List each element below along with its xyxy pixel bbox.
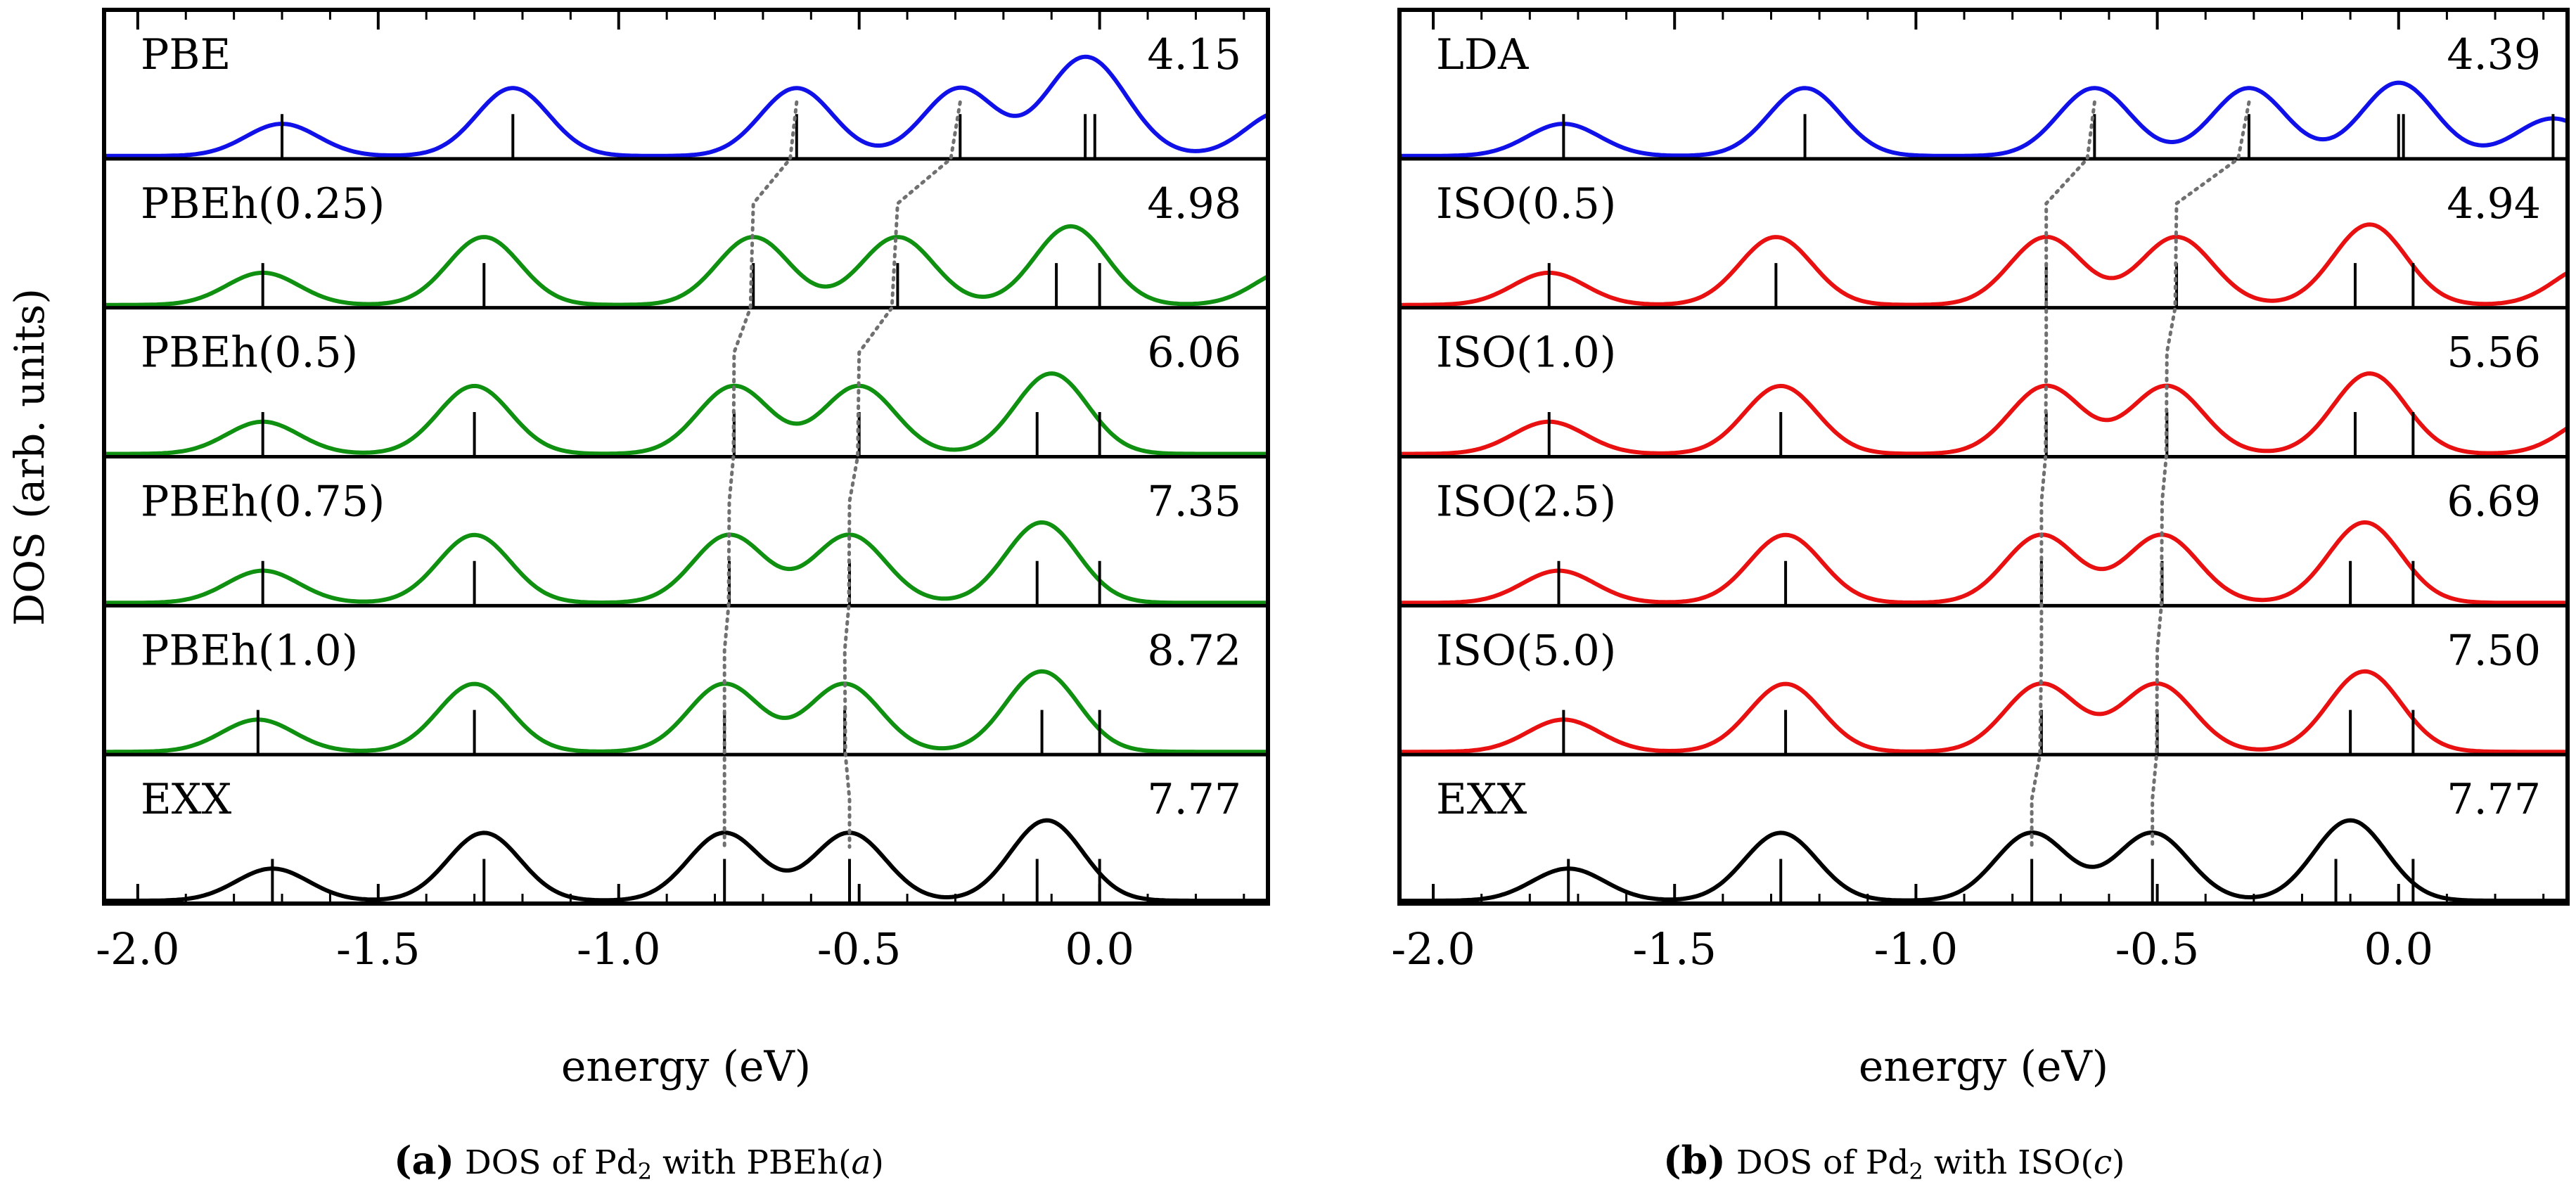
x-tick-label: 0.0 — [2364, 923, 2433, 975]
series-value: 7.35 — [1147, 477, 1241, 527]
panel-b-chart: LDA 4.39 ISO(0.5) 4.94 ISO(1.0) 5.56 ISO(2.5) 6… — [1391, 8, 2570, 1091]
dos-curve-PBEh(0.5) — [104, 371, 1268, 456]
series-value: 7.77 — [1147, 775, 1241, 824]
series-value: 6.06 — [1147, 328, 1241, 378]
dotted-trend-line — [722, 100, 799, 849]
dos-curve-ISO(5.0) — [1399, 669, 2568, 755]
x-tick-label: -0.5 — [817, 923, 902, 975]
series-value: 7.50 — [2447, 626, 2541, 675]
x-tick-label: -1.5 — [1632, 923, 1717, 975]
series-label: PBE — [141, 30, 231, 79]
caption-a: (a) DOS of Pd2 with PBEh(a) — [394, 1138, 884, 1185]
dotted-trend-line — [2151, 100, 2251, 849]
series-value: 4.39 — [2447, 30, 2541, 79]
dotted-trend-line — [2030, 100, 2096, 849]
plot-frame — [102, 8, 1270, 906]
series-label: PBEh(0.25) — [141, 179, 385, 229]
x-axis-label: energy (eV) — [1859, 1042, 2108, 1091]
dos-curve-PBEh(0.25) — [104, 224, 1268, 307]
series-label: PBEh(1.0) — [141, 626, 358, 675]
series-label: EXX — [141, 775, 232, 824]
series-value: 4.98 — [1147, 179, 1241, 229]
dos-curve-PBE — [104, 54, 1268, 158]
series-value: 6.69 — [2447, 477, 2541, 527]
series-value: 7.77 — [2447, 775, 2541, 824]
dos-curve-ISO(0.5) — [1399, 222, 2568, 307]
x-tick-label: -2.0 — [1391, 923, 1475, 975]
dos-curve-EXX — [104, 818, 1268, 903]
series-label: ISO(0.5) — [1436, 179, 1616, 229]
dos-curve-EXX — [1399, 818, 2568, 903]
series-label: PBEh(0.5) — [141, 328, 358, 378]
series-label: ISO(5.0) — [1436, 626, 1616, 675]
series-label: ISO(2.5) — [1436, 477, 1616, 527]
series-value: 5.56 — [2447, 328, 2541, 378]
x-tick-label: -1.0 — [577, 923, 661, 975]
series-value: 8.72 — [1147, 626, 1241, 675]
series-label: PBEh(0.75) — [141, 477, 385, 527]
plot-frame — [1397, 8, 2570, 906]
panel-a-chart: PBE 4.15 PBEh(0.25) 4.98 PBEh(0.5) 6.06 PBEh(0… — [96, 8, 1270, 1091]
series-label: LDA — [1436, 30, 1529, 79]
series-value: 4.94 — [2447, 179, 2541, 229]
caption-b: (b) DOS of Pd2 with ISO(c) — [1663, 1138, 2125, 1185]
x-tick-label: -1.0 — [1874, 923, 1959, 975]
x-tick-label: -2.0 — [96, 923, 180, 975]
x-tick-label: -1.5 — [336, 923, 421, 975]
y-axis-label: DOS (arb. units) — [6, 288, 53, 626]
x-axis-label: energy (eV) — [561, 1042, 811, 1091]
series-value: 4.15 — [1147, 30, 1241, 79]
x-tick-label: -0.5 — [2115, 923, 2200, 975]
dos-curve-ISO(2.5) — [1399, 520, 2568, 605]
x-tick-label: 0.0 — [1065, 923, 1134, 975]
dos-curve-LDA — [1399, 80, 2568, 158]
dotted-trend-line — [842, 100, 962, 849]
series-label: ISO(1.0) — [1436, 328, 1616, 378]
dos-curve-ISO(1.0) — [1399, 371, 2568, 456]
series-label: EXX — [1436, 775, 1527, 824]
curves-group — [104, 54, 1268, 904]
dos-curve-PBEh(0.75) — [104, 520, 1268, 605]
dos-curve-PBEh(1.0) — [104, 669, 1268, 755]
